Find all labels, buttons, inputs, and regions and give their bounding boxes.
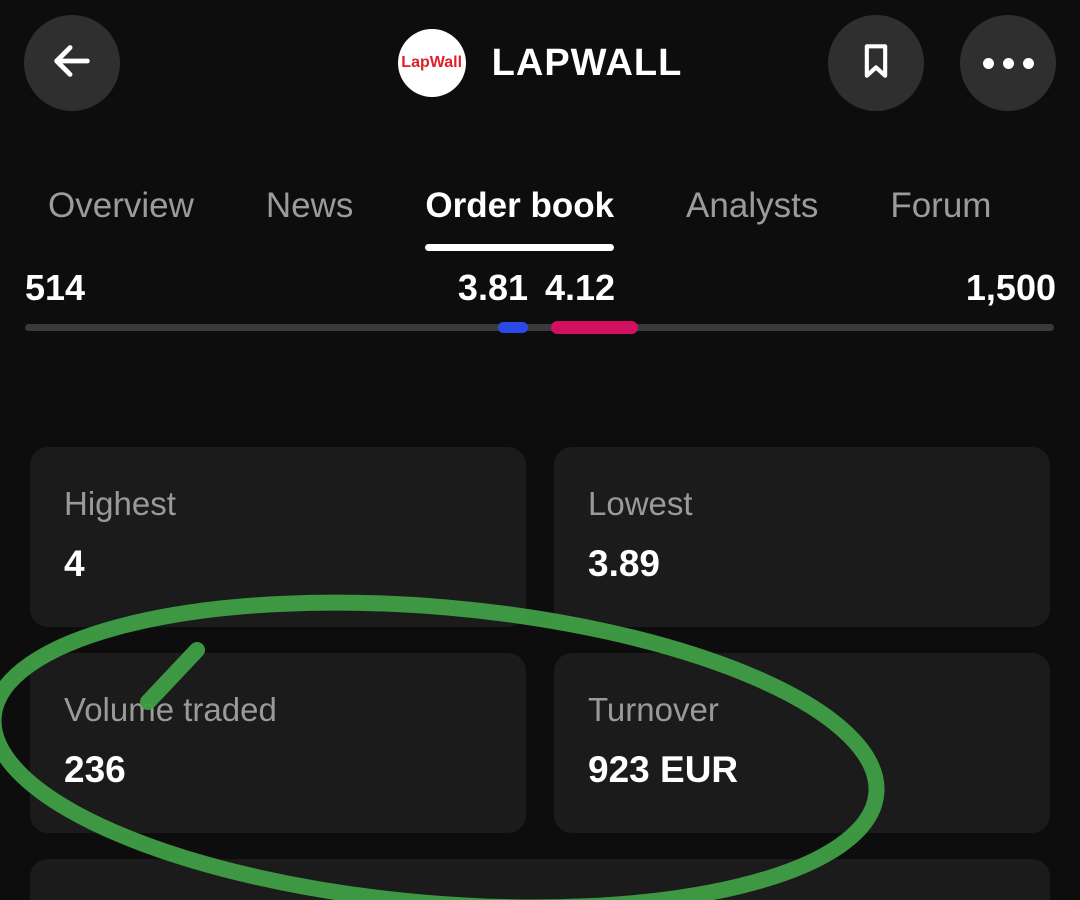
depth-track — [25, 324, 1054, 331]
tab-forum[interactable]: Forum — [890, 186, 992, 225]
bookmark-icon — [854, 39, 898, 88]
ask-price: 4.12 — [545, 267, 616, 308]
tab-overview[interactable]: Overview — [48, 186, 194, 225]
card-value: 923 EUR — [588, 749, 739, 790]
order-book-depth-values: 514 3.81 4.12 1,500 — [0, 267, 1080, 313]
partial-card — [30, 859, 1050, 900]
card-highest: Highest 4 — [30, 447, 526, 627]
ask-marker — [551, 321, 638, 334]
tab-order-book[interactable]: Order book — [425, 186, 614, 251]
back-button[interactable] — [24, 15, 120, 111]
bid-marker — [498, 322, 528, 333]
more-options-button[interactable] — [960, 15, 1056, 111]
company-logo-text: LapWall — [401, 54, 463, 71]
card-label: Highest — [64, 485, 176, 522]
card-label: Lowest — [588, 485, 693, 522]
card-lowest: Lowest 3.89 — [554, 447, 1050, 627]
back-arrow-icon — [49, 38, 95, 89]
card-label: Volume traded — [64, 691, 277, 728]
card-volume-traded: Volume traded 236 — [30, 653, 526, 833]
bid-volume: 514 — [25, 267, 86, 308]
card-value: 3.89 — [588, 543, 661, 584]
card-value: 236 — [64, 749, 126, 790]
bookmark-button[interactable] — [828, 15, 924, 111]
tab-bar: Overview News Order book Analysts Forum — [0, 186, 1080, 251]
ask-volume: 1,500 — [965, 267, 1056, 308]
header: LapWall LAPWALL — [0, 0, 1080, 128]
bid-price: 3.81 — [457, 267, 528, 308]
card-value: 4 — [64, 543, 85, 584]
card-turnover: Turnover 923 EUR — [554, 653, 1050, 833]
card-label: Turnover — [588, 691, 719, 728]
page-title: LAPWALL — [491, 41, 683, 84]
company-logo: LapWall — [397, 29, 466, 97]
tab-analysts[interactable]: Analysts — [686, 186, 819, 225]
stats-grid: Highest 4 Lowest 3.89 Volume traded 236 … — [30, 447, 1050, 833]
more-options-icon — [982, 57, 1034, 69]
order-book-depth-bar — [0, 319, 1080, 335]
tab-news[interactable]: News — [265, 186, 354, 225]
